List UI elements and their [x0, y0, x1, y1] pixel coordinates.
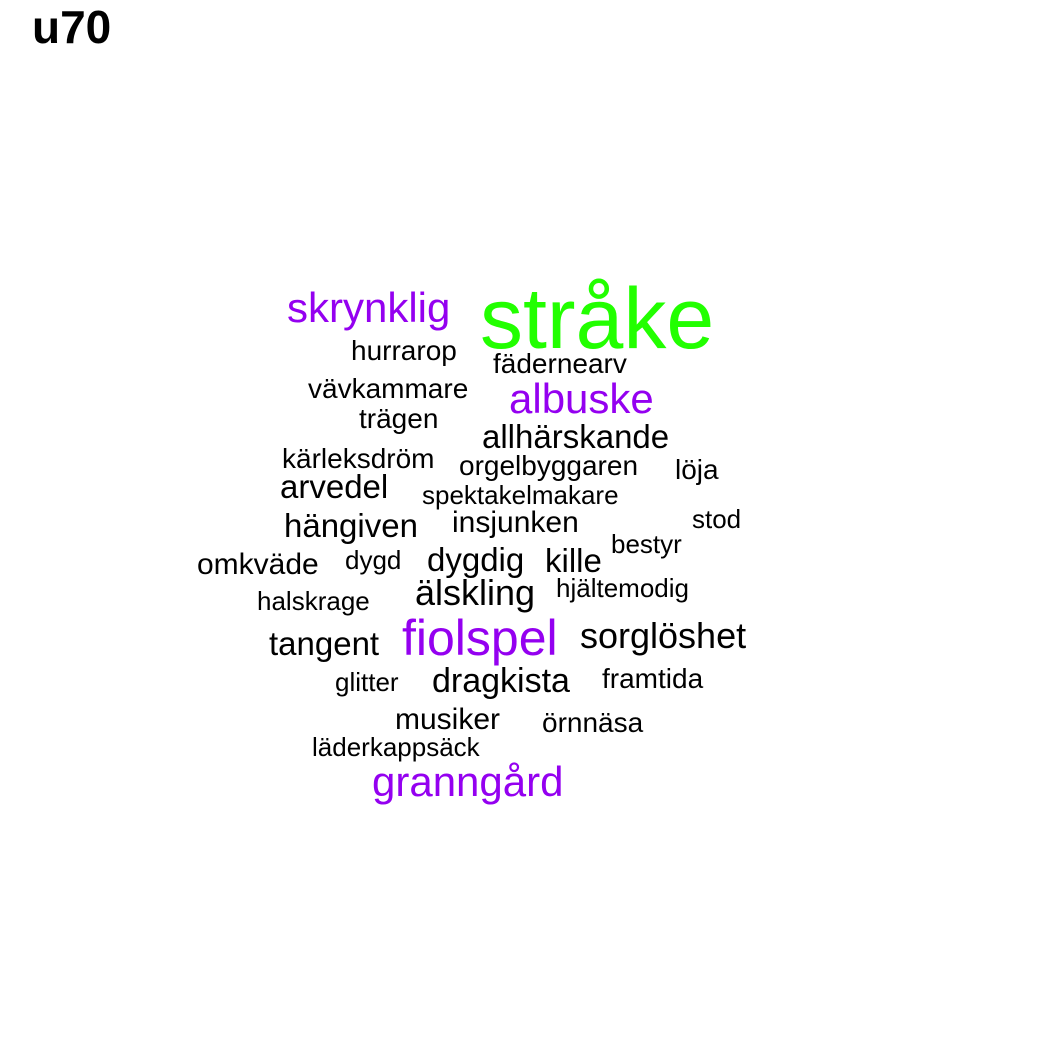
- cloud-word: kärleksdröm: [282, 443, 435, 474]
- cloud-word: dygdig: [427, 541, 525, 578]
- cloud-word: bestyr: [611, 529, 682, 559]
- cloud-word: musiker: [395, 703, 501, 736]
- cloud-word: stod: [692, 504, 742, 534]
- cloud-word: älskling: [415, 572, 536, 613]
- cloud-word: kille: [545, 542, 602, 579]
- cloud-word: vävkammare: [308, 373, 469, 404]
- cloud-word: läderkappsäck: [312, 732, 480, 762]
- cloud-word: dragkista: [432, 662, 570, 700]
- cloud-word: framtida: [602, 663, 704, 694]
- cloud-word: granngård: [372, 758, 564, 805]
- cloud-word: örnnäsa: [542, 707, 644, 738]
- cloud-word: fiolspel: [402, 610, 558, 666]
- cloud-word: sorglöshet: [580, 615, 747, 656]
- cloud-word: albuske: [509, 375, 654, 422]
- page-title: u70: [32, 1, 112, 53]
- cloud-word: löja: [675, 454, 719, 485]
- cloud-word: arvedel: [280, 468, 389, 505]
- cloud-word: insjunken: [452, 506, 579, 539]
- cloud-word: hängiven: [284, 507, 418, 544]
- cloud-word: hurrarop: [351, 335, 457, 366]
- cloud-word: allhärskande: [482, 418, 670, 455]
- cloud-word: orgelbyggaren: [459, 450, 639, 481]
- cloud-word: glitter: [335, 667, 399, 697]
- cloud-word: hjältemodig: [556, 573, 689, 603]
- cloud-word: spektakelmakare: [422, 480, 619, 510]
- cloud-word: omkväde: [197, 548, 319, 581]
- cloud-word: skrynklig: [287, 284, 451, 331]
- cloud-word: trägen: [359, 403, 439, 434]
- cloud-word: fädernearv: [493, 348, 627, 379]
- cloud-word: stråke: [480, 271, 715, 367]
- cloud-word: dygd: [345, 545, 402, 575]
- cloud-word: tangent: [269, 625, 380, 662]
- cloud-word: halskrage: [257, 586, 370, 616]
